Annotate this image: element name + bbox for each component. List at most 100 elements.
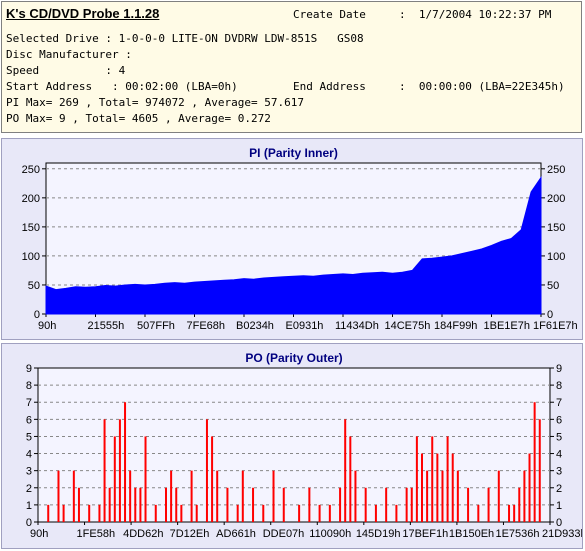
po-plot-area: [37, 367, 551, 523]
selected-drive-line: Selected Drive : 1-0-0-0 LITE-ON DVDRW L…: [6, 32, 364, 45]
po-bar: [262, 504, 265, 522]
po-bar: [175, 487, 178, 522]
po-bar: [205, 419, 208, 522]
pi-xtick-label: 1F61E7h: [533, 320, 578, 332]
po-bar: [374, 504, 377, 522]
po-bar: [180, 504, 183, 522]
po-bar: [282, 487, 285, 522]
pi-ytick-label-left: 250: [22, 164, 40, 176]
po-bar: [113, 436, 116, 522]
po-ytick-label-right: 1: [556, 500, 562, 512]
po-bar: [190, 470, 193, 522]
po-bar: [72, 470, 75, 522]
po-ytick-label-right: 3: [556, 466, 562, 478]
po-xtick-label: 21D933h: [542, 528, 582, 540]
po-bar: [252, 487, 255, 522]
pi-xtick-label: B0234h: [236, 320, 274, 332]
po-ytick-label-left: 3: [26, 466, 32, 478]
po-bar: [236, 504, 239, 522]
pi-ytick-label-left: 0: [34, 309, 40, 321]
pi-xtick-label: 184F99h: [434, 320, 477, 332]
po-bar: [308, 487, 311, 522]
po-bar: [487, 487, 490, 522]
po-ytick-label-left: 8: [26, 380, 32, 392]
pi-ytick-label-right: 0: [547, 309, 553, 321]
pi-ytick-label-right: 50: [547, 280, 559, 292]
po-bar: [129, 470, 132, 522]
po-xtick-label: 1FE58h: [77, 528, 116, 540]
pi-ytick-label-right: 150: [547, 222, 565, 234]
po-bar: [139, 487, 142, 522]
po-bar: [523, 470, 526, 522]
po-xtick-label: 4DD62h: [123, 528, 163, 540]
po-chart: PO (Parity Outer) 0 0 1 1 2 2 3 3 4 4 5 5 6 6 7 7 8 8 9 9 90h…: [26, 351, 582, 540]
po-xtick-label: 17BEF1h: [402, 528, 448, 540]
pi-series-area: [45, 175, 542, 315]
pi-xtick-label: 1BE1E7h: [484, 320, 530, 332]
po-ytick-label-left: 7: [26, 397, 32, 409]
po-bar: [318, 504, 321, 522]
pi-xtick-label: E0931h: [286, 320, 324, 332]
po-xtick-label: 1E7536h: [495, 528, 539, 540]
po-bar: [272, 470, 275, 522]
po-bar: [170, 470, 173, 522]
po-bar: [328, 504, 331, 522]
po-bar: [533, 402, 536, 522]
create-date-value: : 1/7/2004 10:22:37 PM: [399, 8, 552, 21]
po-bar: [436, 453, 439, 522]
po-xtick-label: 110090h: [309, 528, 351, 540]
po-bar: [241, 470, 244, 522]
po-ytick-label-right: 5: [556, 431, 562, 443]
po-ytick-label-left: 0: [26, 517, 32, 529]
po-ytick-label-right: 8: [556, 380, 562, 392]
po-bar: [426, 470, 429, 522]
po-bar: [98, 504, 101, 522]
po-bar: [528, 453, 531, 522]
po-bar: [410, 487, 413, 522]
po-bar: [421, 453, 423, 522]
pi-chart: PI (Parity Inner) 0 0 50 50 100 100 150 150 200 20…: [22, 146, 578, 332]
po-bar: [339, 487, 342, 522]
po-bar: [349, 436, 352, 522]
po-ytick-label-right: 2: [556, 483, 562, 495]
po-bar: [446, 436, 449, 522]
po-bar: [108, 487, 111, 522]
pi-xtick-label: 11434Dh: [335, 320, 379, 332]
pi-xtick-label: 21555h: [88, 320, 125, 332]
po-bar: [298, 504, 301, 522]
po-ytick-label-right: 7: [556, 397, 562, 409]
po-ytick-label-right: 0: [556, 517, 562, 529]
start-address-line: Start Address : 00:02:00 (LBA=0h): [6, 80, 238, 93]
po-ytick-label-left: 6: [26, 414, 32, 426]
disc-manufacturer-line: Disc Manufacturer :: [6, 48, 132, 61]
po-bar: [451, 453, 454, 522]
pi-ytick-label-right: 100: [547, 251, 565, 263]
create-date-label: Create Date: [293, 8, 366, 21]
po-xtick-label: 90h: [30, 528, 48, 540]
pi-ytick-label-left: 200: [22, 193, 40, 205]
pi-ytick-label-left: 100: [22, 251, 40, 263]
pi-stats-line: PI Max= 269 , Total= 974072 , Average= 5…: [6, 96, 305, 109]
po-bar: [508, 504, 511, 522]
po-bar: [124, 402, 127, 522]
po-bar: [134, 487, 137, 522]
po-bar: [497, 470, 500, 522]
po-bar: [57, 470, 60, 522]
po-bar: [165, 487, 167, 522]
po-xtick-label: 7D12Eh: [170, 528, 210, 540]
po-ytick-label-left: 1: [26, 500, 32, 512]
po-stats-line: PO Max= 9 , Total= 4605 , Average= 0.272: [6, 112, 271, 125]
po-ytick-label-left: 9: [26, 363, 32, 375]
po-bar: [354, 470, 357, 522]
po-xtick-label: 1B150Eh: [449, 528, 494, 540]
po-bar: [62, 504, 65, 522]
po-bar: [513, 504, 516, 522]
po-bar: [385, 487, 388, 522]
po-ytick-label-left: 5: [26, 431, 32, 443]
po-xtick-label: AD661h: [216, 528, 256, 540]
end-address-label: End Address: [293, 80, 366, 93]
speed-line: Speed : 4: [6, 64, 126, 77]
po-bar: [103, 419, 106, 522]
po-bar: [118, 419, 121, 522]
pi-xtick-label: 507FFh: [137, 320, 175, 332]
